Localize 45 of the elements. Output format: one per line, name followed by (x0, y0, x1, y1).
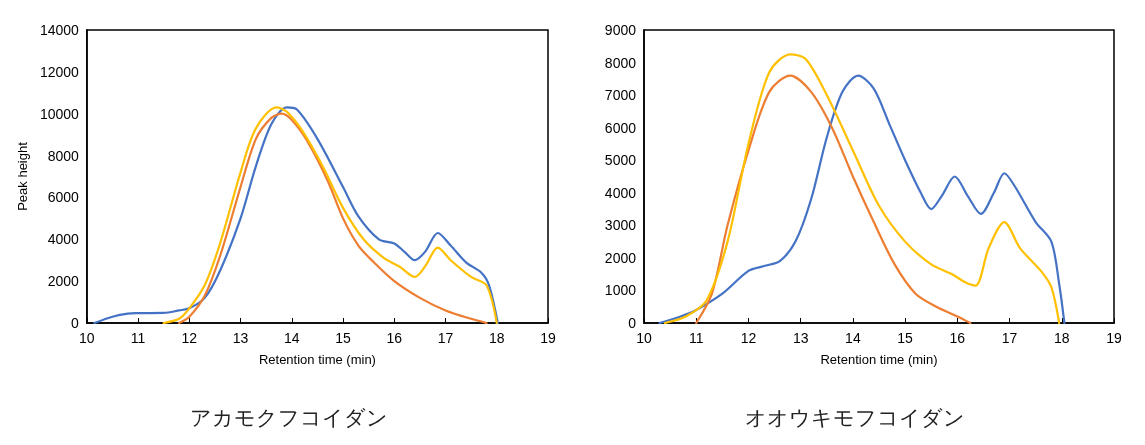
y-axis-title: Peak height (15, 141, 30, 211)
y-tick-label: 2000 (604, 249, 637, 266)
x-axis-title: Retention time (min) (820, 352, 938, 367)
y-tick-label: 0 (71, 315, 80, 331)
y-tick-label: 8000 (604, 54, 637, 71)
x-tick-label: 12 (181, 330, 198, 346)
x-tick-label: 19 (540, 330, 556, 346)
y-tick-label: 4000 (47, 231, 80, 248)
x-tick-label: 19 (1106, 330, 1122, 346)
x-tick-label: 14 (284, 330, 300, 346)
y-tick-label: 8000 (47, 147, 80, 164)
x-tick-label: 11 (688, 330, 704, 346)
x-tick-label: 17 (1001, 330, 1018, 346)
y-tick-label: 12000 (39, 63, 80, 80)
x-tick-label: 18 (488, 330, 505, 346)
x-tick-label: 10 (79, 330, 95, 346)
x-tick-label: 11 (130, 330, 146, 346)
x-tick-label: 10 (636, 330, 652, 346)
text: アカモクフコイダン (190, 405, 388, 430)
x-tick-label: 13 (232, 330, 249, 346)
x-tick-label: 15 (897, 330, 914, 346)
x-tick-label: 15 (335, 330, 352, 346)
y-tick-label: 7000 (604, 87, 637, 104)
y-tick-label: 14000 (39, 22, 80, 38)
y-tick-label: 2000 (47, 273, 80, 290)
x-tick-label: 13 (792, 330, 809, 346)
x-tick-label: 18 (1053, 330, 1070, 346)
y-tick-label: 1000 (604, 282, 637, 299)
y-tick-label: 3000 (604, 217, 637, 234)
y-tick-label: 5000 (604, 152, 637, 169)
x-tick-label: 14 (845, 330, 861, 346)
y-tick-label: 6000 (604, 119, 637, 136)
text: オオウキモフコイダン (745, 405, 965, 430)
y-tick-label: 10000 (39, 105, 80, 122)
x-tick-label: 16 (949, 330, 966, 346)
y-tick-label: 0 (628, 315, 637, 331)
x-tick-label: 16 (386, 330, 403, 346)
y-tick-label: 6000 (47, 189, 80, 206)
y-tick-label: 4000 (604, 184, 637, 201)
line-series (93, 106, 499, 325)
x-tick-label: 12 (740, 330, 757, 346)
x-axis-title: Retention time (min) (258, 352, 376, 367)
x-tick-label: 17 (437, 330, 454, 346)
y-tick-label: 9000 (604, 22, 637, 38)
line-series (695, 74, 972, 325)
